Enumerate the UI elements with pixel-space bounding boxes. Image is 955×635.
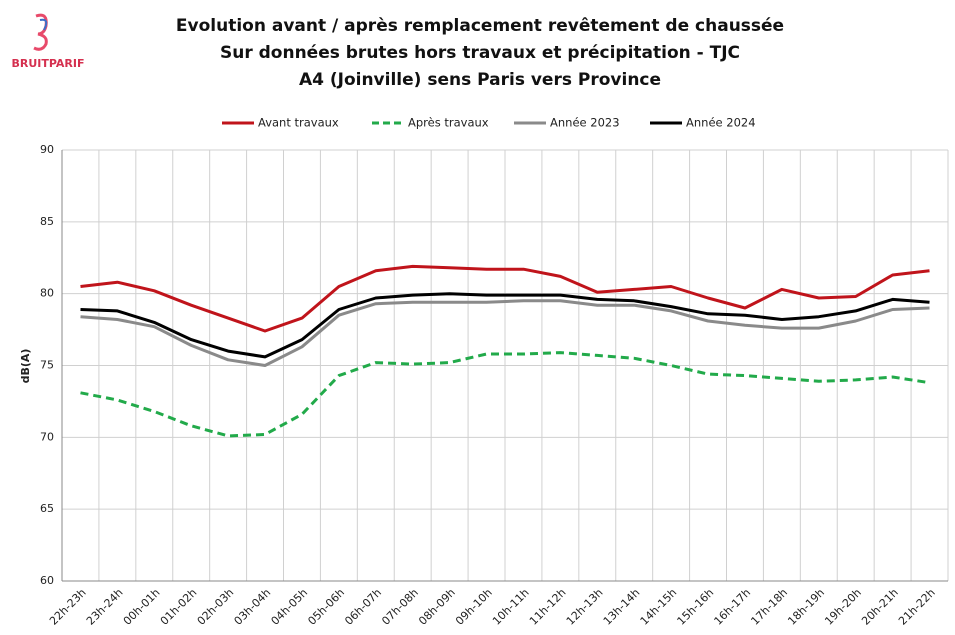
x-tick-label: 18h-19h (785, 586, 827, 628)
y-tick-label: 85 (40, 215, 54, 228)
y-tick-label: 90 (40, 143, 54, 156)
series-line (80, 264, 930, 333)
chart-title: Sur données brutes hors travaux et préci… (220, 43, 740, 63)
x-tick-label: 19h-20h (822, 586, 864, 628)
x-tick-label: 00h-01h (121, 586, 163, 628)
x-tick-label: 02h-03h (195, 586, 237, 628)
x-tick-label: 10h-11h (490, 586, 532, 628)
x-tick-label: 21h-22h (896, 586, 938, 628)
x-tick-label: 06h-07h (342, 586, 384, 628)
x-tick-label: 12h-13h (564, 586, 606, 628)
logo: BRUITPARIF (11, 13, 85, 70)
x-tick-label: 09h-10h (453, 586, 495, 628)
y-tick-label: 60 (40, 574, 54, 587)
legend-label: Avant travaux (258, 116, 339, 130)
x-tick-label: 11h-12h (527, 586, 569, 628)
x-tick-label: 22h-23h (47, 586, 89, 628)
x-tick-label: 14h-15h (638, 586, 680, 628)
legend-label: Après travaux (408, 116, 489, 130)
logo-icon (39, 18, 48, 31)
y-tick-label: 65 (40, 502, 54, 515)
series-line (80, 351, 930, 438)
x-tick-label: 13h-14h (601, 586, 643, 628)
x-tick-label: 05h-06h (305, 586, 347, 628)
logo-icon (33, 13, 48, 51)
y-tick-label: 75 (40, 359, 54, 372)
x-tick-label: 07h-08h (379, 586, 421, 628)
chart-title: A4 (Joinville) sens Paris vers Province (299, 70, 661, 90)
x-tick-label: 20h-21h (859, 586, 901, 628)
logo-text: BRUITPARIF (11, 57, 84, 70)
y-tick-label: 80 (40, 287, 54, 300)
x-tick-label: 17h-18h (748, 586, 790, 628)
x-tick-label: 23h-24h (84, 586, 126, 628)
series-line (80, 292, 930, 359)
x-tick-label: 01h-02h (158, 586, 200, 628)
legend-label: Année 2024 (686, 116, 756, 130)
x-tick-label: 03h-04h (232, 586, 274, 628)
y-tick-label: 70 (40, 430, 54, 443)
y-axis-label: dB(A) (19, 349, 32, 384)
x-tick-label: 15h-16h (675, 586, 717, 628)
legend-label: Année 2023 (550, 116, 620, 130)
chart-title: Evolution avant / après remplacement rev… (176, 16, 784, 36)
x-tick-label: 08h-09h (416, 586, 458, 628)
x-tick-label: 16h-17h (712, 586, 754, 628)
x-tick-label: 04h-05h (269, 586, 311, 628)
series-line (80, 299, 930, 367)
